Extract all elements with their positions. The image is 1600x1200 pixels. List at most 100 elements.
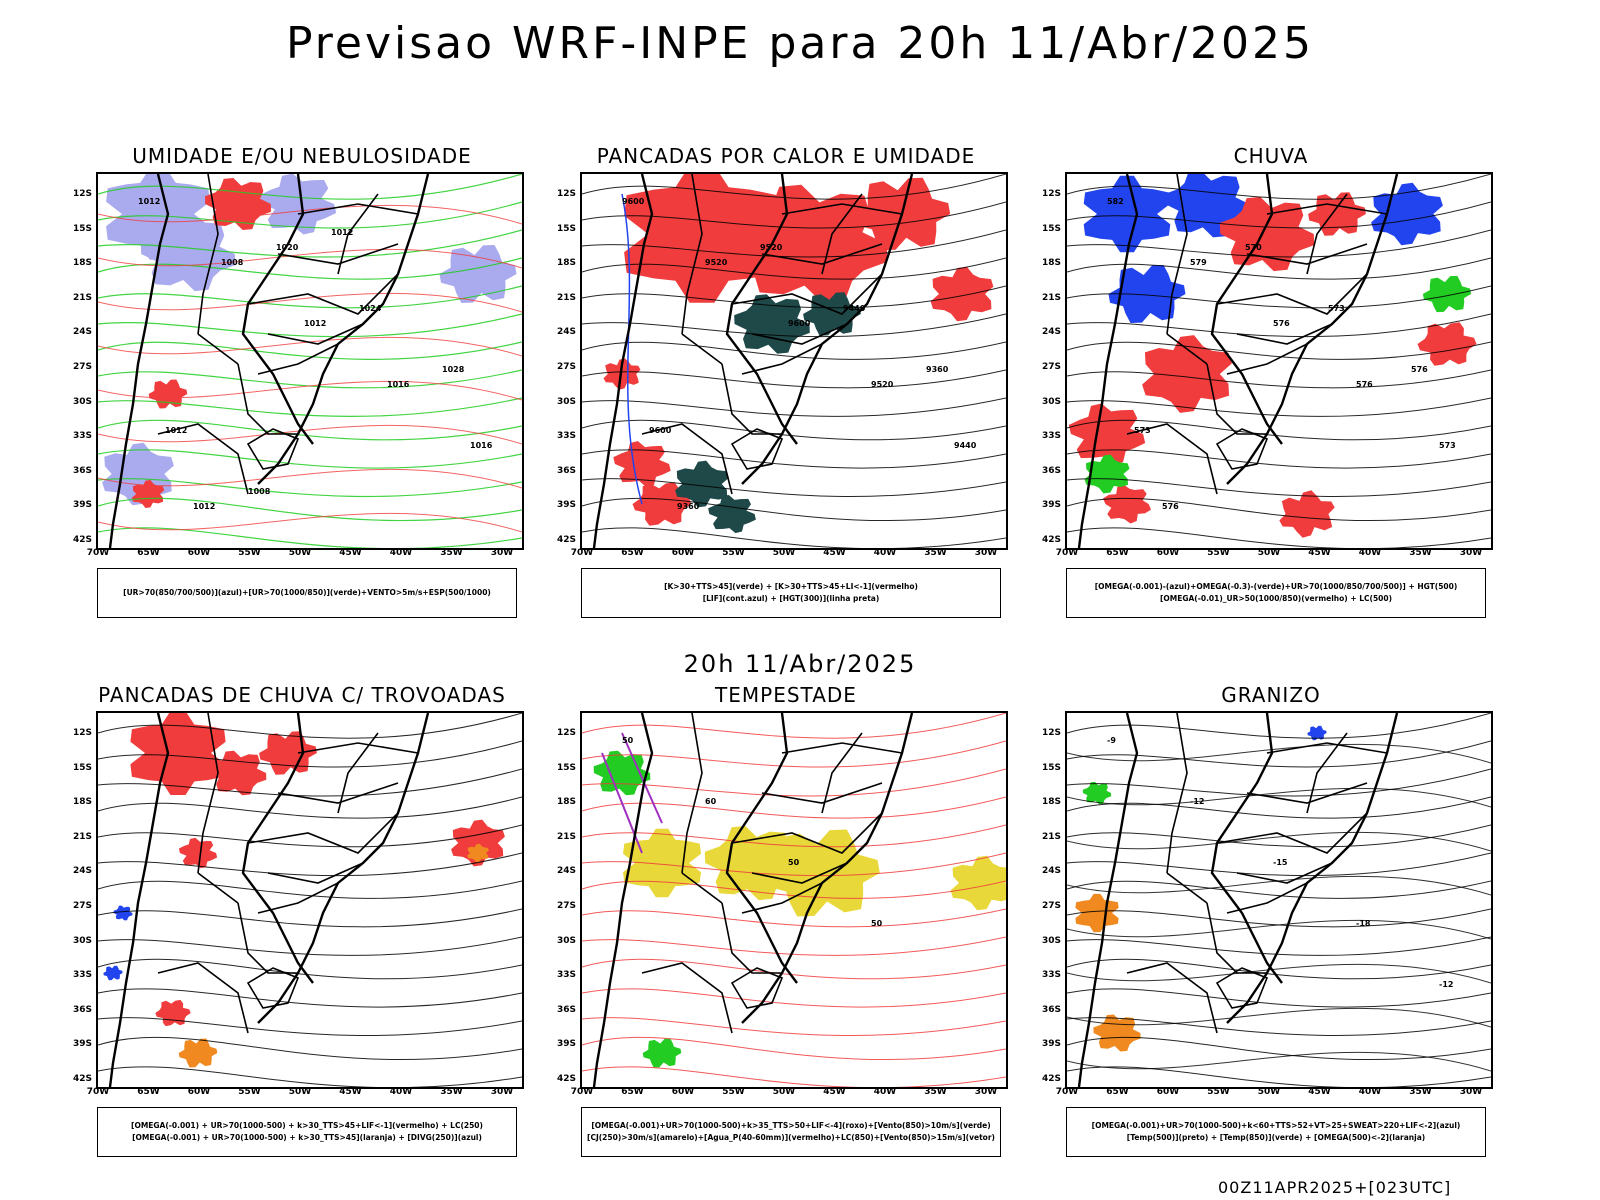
isoline [98,880,522,899]
lon-tick-label: 70W [1055,548,1079,558]
isoline [582,285,1006,309]
isoline [1067,285,1491,309]
state-border [751,323,848,345]
lat-tick-label: 24S [556,866,576,877]
latitude-axis: 12S 15S 18S 21S 24S 27S 30S 33S 36S 39S 42S [1031,172,1063,550]
lat-tick-label: 33S [1041,431,1061,442]
lon-tick-label: 50W [772,548,796,558]
state-border [731,273,883,315]
lat-tick-label: 33S [72,970,92,981]
contour-label: 1012 [138,197,160,206]
isoline [582,201,1006,229]
isoline [98,201,522,229]
country-border [108,713,170,1087]
map-svg: 9600 9520 9600 9520 9440 9360 9520 9440 9360 9600 [582,174,1006,548]
isoline [582,497,1006,522]
country-border [1210,713,1283,984]
country-border [257,713,430,1024]
contour-label: 1012 [331,228,353,237]
isoline [1067,768,1491,797]
contour-label: -12 [1190,797,1204,806]
state-border [681,333,723,365]
state-border [1306,732,1348,814]
latitude-axis: 12S 15S 18S 21S 24S 27S 30S 33S 36S 39S 42S [546,711,578,1089]
green-field-area [1082,781,1112,805]
isoline [1067,201,1491,229]
darkteal-field-area [675,460,729,508]
state-border [681,872,723,904]
isoline [98,1017,522,1036]
contour-label: 50 [788,858,800,867]
lon-tick-label: 40W [873,1087,897,1097]
country-border [725,174,798,445]
isoline [98,229,522,258]
state-border [277,782,399,804]
secondary-isoline [98,468,522,489]
lon-tick-label: 60W [671,548,695,558]
isoline [1067,988,1491,1008]
country-border [108,174,170,548]
lavender-field-area [140,216,236,292]
state-border [1126,962,1218,1034]
yellow-field-area [764,829,880,917]
orange-field-area [1093,1014,1141,1052]
lon-tick-label: 50W [288,1087,312,1097]
red-field-area [1279,490,1335,538]
blue-field-area [103,965,123,981]
country-border [1077,174,1139,548]
state-border [297,203,419,215]
state-border [731,812,883,854]
state-border [730,967,784,1009]
state-border [681,174,703,335]
darkteal-field-area [803,292,861,336]
state-border [277,243,399,265]
lat-tick-label: 33S [556,431,576,442]
lon-tick-label: 45W [339,548,362,558]
state-border [246,967,300,1009]
lavender-field-area [259,174,337,235]
contour-label: 50 [622,736,634,745]
isoline [582,397,1006,417]
lat-tick-label: 36S [556,465,576,476]
isoline [582,768,1006,797]
red-field-area [1142,335,1232,413]
isoline [1067,369,1491,389]
country-border [1077,713,1139,1087]
lat-tick-label: 21S [1041,831,1061,842]
state-border [781,203,903,215]
legend-box: [OMEGA(-0.001)+UR>70(1000-500)+k<60+TTS>… [1066,1107,1486,1157]
state-border [1215,428,1269,470]
lon-tick-label: 40W [1358,1087,1382,1097]
state-border [246,428,300,470]
state-border [1236,323,1333,345]
lon-tick-label: 30W [490,1087,514,1097]
isoline [1067,497,1491,522]
lat-tick-label: 21S [556,831,576,842]
state-border [267,862,364,884]
isoline [98,527,522,548]
orange-field-area [467,843,489,863]
red-field-area [930,266,994,322]
isoline [582,988,1006,1008]
legend-line: [OMEGA(-0.001) + UR>70(1000-500) + k>30_… [131,1121,483,1130]
contour-label: 1016 [470,441,493,450]
lat-tick-label: 27S [1041,901,1061,911]
contour-label: 576 [1162,502,1179,511]
legend-box: [OMEGA(-0.001)-(azul)+OMEGA(-0.3)-(verde… [1066,568,1486,618]
contour-label: 576 [1273,319,1290,328]
state-border [681,713,703,874]
isoline [98,852,522,877]
country-border [592,174,654,548]
country-border [1226,713,1399,1024]
state-border [197,174,219,335]
lon-tick-label: 55W [238,1087,261,1097]
state-border [1166,174,1188,335]
lon-tick-label: 45W [823,1087,846,1097]
lon-tick-label: 65W [137,548,160,558]
lat-tick-label: 12S [556,189,576,199]
state-border [337,193,379,275]
red-field-area [155,999,191,1027]
state-border [237,363,298,435]
lon-tick-label: 35W [440,548,463,558]
longitude-axis: 70W 65W 60W 55W 50W 45W 40W 35W 30W [87,548,524,562]
